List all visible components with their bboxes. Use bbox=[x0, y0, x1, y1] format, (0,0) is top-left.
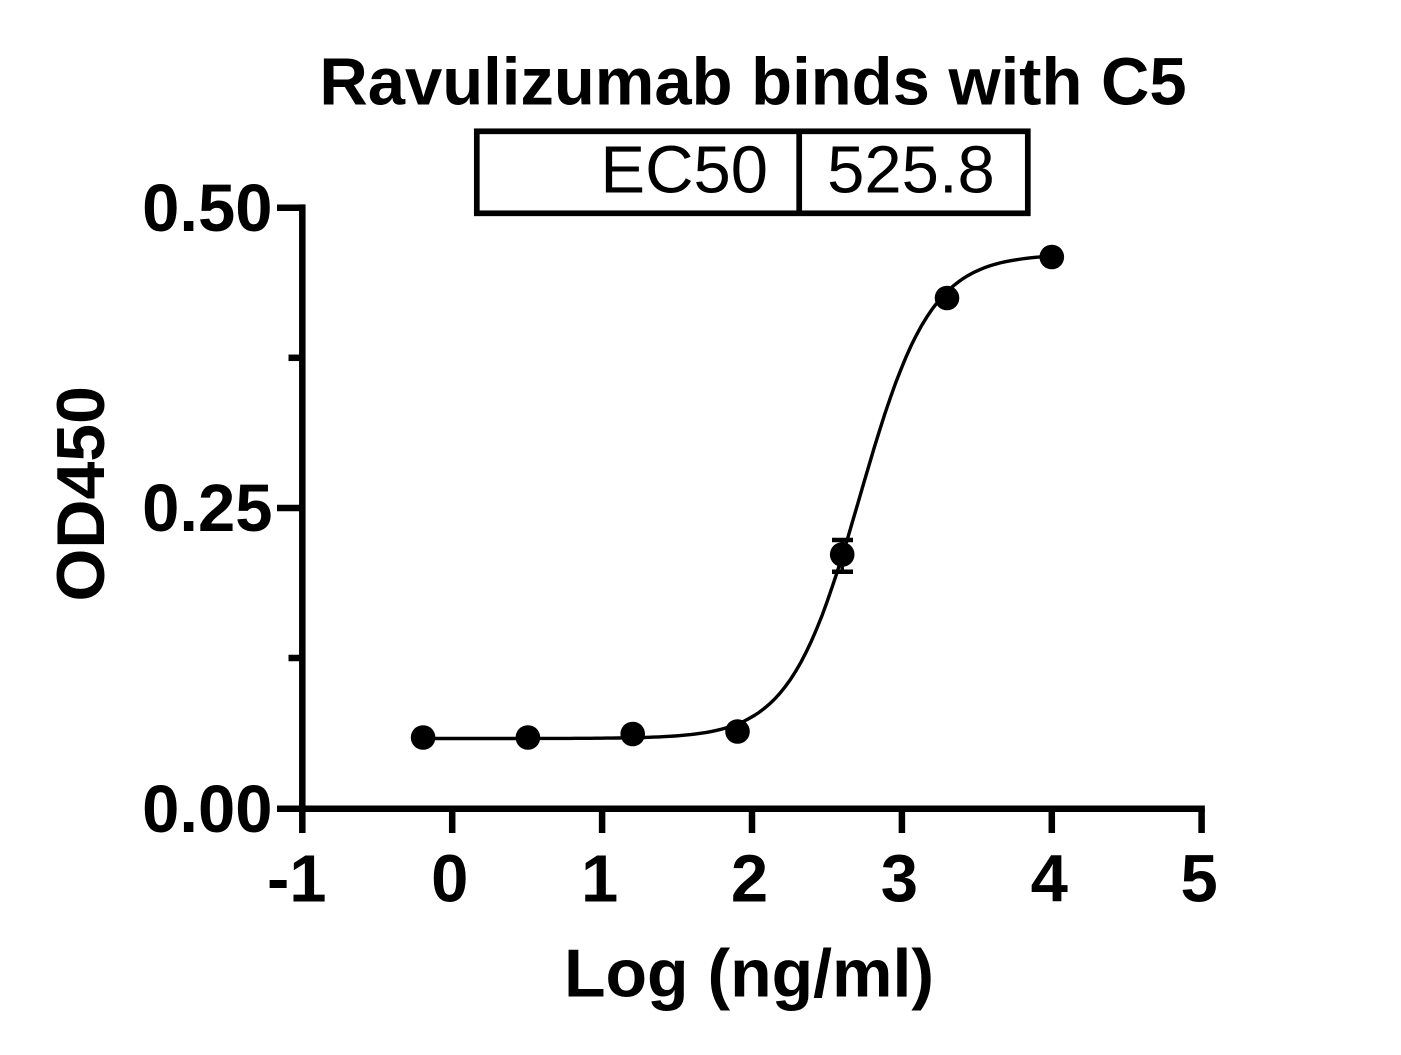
svg-text:Ravulizumab binds with C5: Ravulizumab binds with C5 bbox=[319, 45, 1186, 120]
svg-text:4: 4 bbox=[1031, 842, 1068, 917]
svg-text:EC50: EC50 bbox=[600, 132, 768, 207]
svg-text:0.00: 0.00 bbox=[142, 772, 272, 847]
svg-text:OD450: OD450 bbox=[43, 386, 119, 601]
svg-text:-1: -1 bbox=[267, 842, 327, 917]
svg-text:3: 3 bbox=[881, 842, 918, 917]
svg-text:1: 1 bbox=[581, 842, 618, 917]
svg-text:5: 5 bbox=[1180, 842, 1217, 917]
svg-text:0.50: 0.50 bbox=[142, 171, 272, 246]
svg-text:525.8: 525.8 bbox=[827, 132, 995, 207]
svg-text:2: 2 bbox=[731, 842, 768, 917]
svg-text:0: 0 bbox=[431, 842, 468, 917]
svg-text:Log (ng/ml): Log (ng/ml) bbox=[564, 935, 934, 1011]
svg-text:0.25: 0.25 bbox=[142, 471, 272, 546]
